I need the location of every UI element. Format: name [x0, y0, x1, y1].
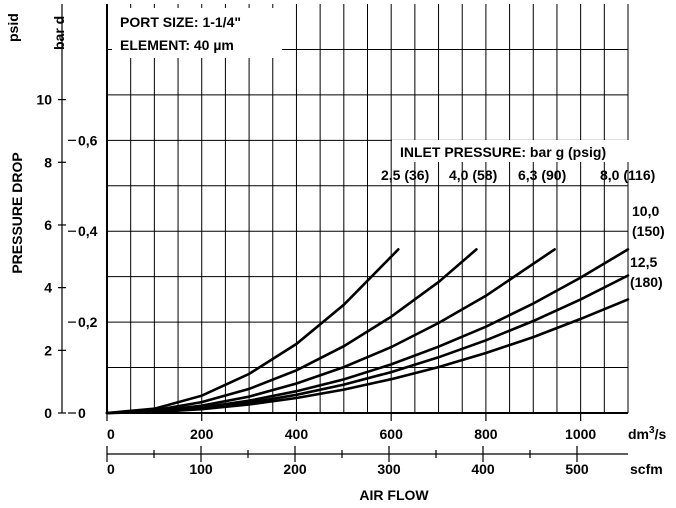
dm3s-tick-label: 400 [285, 426, 309, 442]
bar-tick-label: 0,2 [78, 314, 98, 330]
scfm-tick-label: 400 [471, 461, 495, 477]
series-label: 10,0 [632, 203, 659, 219]
bar-unit-label: bar d [51, 16, 67, 50]
dm3s-tick-label: 0 [107, 426, 115, 442]
series-label: 8,0 (116) [600, 167, 655, 183]
series-label: (180) [630, 274, 663, 290]
series-label: (150) [632, 223, 665, 239]
psid-unit-label: psid [5, 13, 21, 42]
grid-layer [107, 4, 629, 413]
series-label: 6,3 (90) [518, 167, 566, 183]
inlet-pressure-title: INLET PRESSURE: bar g (psig) [400, 144, 606, 160]
dm3s-tick-label: 200 [190, 426, 214, 442]
series-label: 12,5 [630, 254, 657, 270]
psid-tick-label: 2 [44, 342, 52, 358]
series-label: 2,5 (36) [381, 167, 429, 183]
curves-layer: 2,5 (36) 4,0 (58) 6,3 (90) 8,0 (116) 10,0 (15… [105, 167, 665, 415]
psid-tick-label: 8 [44, 154, 52, 170]
dm3s-tick-label: 600 [380, 426, 404, 442]
dm3s-tick-label: 800 [474, 426, 498, 442]
scfm-unit-label: scfm [630, 461, 663, 477]
series-label: 4,0 (58) [449, 167, 497, 183]
port-size-label: PORT SIZE: 1-1/4" [120, 14, 241, 30]
scfm-tick-label: 500 [565, 461, 589, 477]
series-line [105, 298, 630, 415]
dm3s-unit-label: dm3/s [628, 425, 666, 442]
element-label: ELEMENT: 40 µm [120, 37, 234, 53]
psid-tick-label: 4 [44, 280, 52, 296]
bar-tick-label: 0,4 [78, 223, 98, 239]
series-line [105, 248, 400, 415]
spec-box [112, 8, 282, 58]
scfm-tick-label: 300 [377, 461, 401, 477]
dm3s-tick-label: 1000 [565, 426, 596, 442]
psid-tick-label: 10 [36, 92, 52, 108]
x-axis-title: AIR FLOW [359, 487, 429, 503]
y-axis-title: PRESSURE DROP [9, 152, 25, 273]
inlet-title-box [392, 140, 662, 162]
scfm-tick-label: 0 [107, 461, 115, 477]
scfm-tick-label: 200 [283, 461, 307, 477]
psid-tick-label: 6 [44, 217, 52, 233]
bar-tick-label: 0,6 [78, 132, 98, 148]
psid-tick-label: 0 [44, 405, 52, 421]
bar-tick-label: 0 [78, 405, 86, 421]
scfm-tick-label: 100 [189, 461, 213, 477]
series-line [105, 248, 478, 415]
